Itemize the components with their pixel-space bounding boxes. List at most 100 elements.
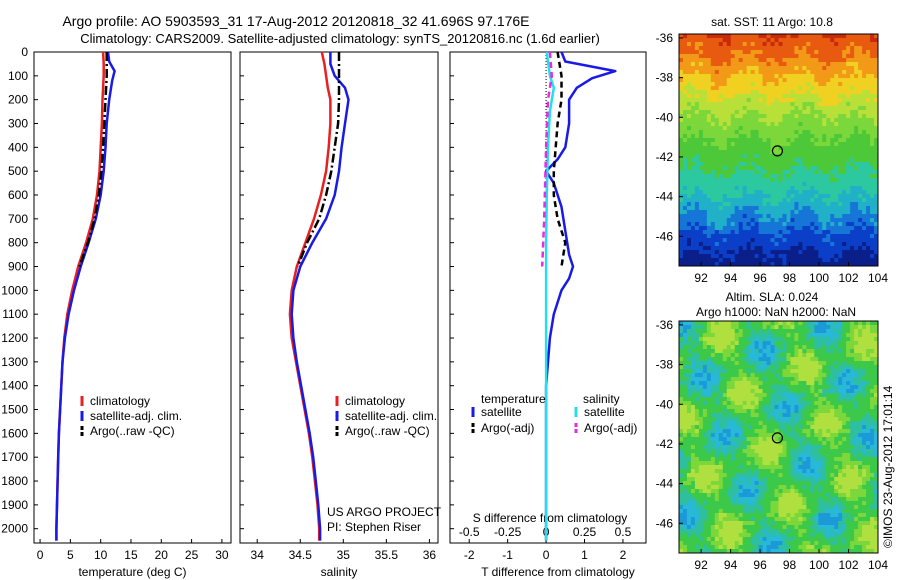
map-cell xyxy=(794,42,799,47)
map-cell xyxy=(682,122,688,127)
map-cell xyxy=(734,90,740,95)
map-cell xyxy=(710,90,716,95)
map-cell xyxy=(778,453,784,458)
map-cell xyxy=(726,110,732,115)
map-cell xyxy=(706,469,712,474)
map-cell xyxy=(710,357,716,362)
map-cell xyxy=(866,146,871,151)
map-cell xyxy=(838,333,843,338)
map-cell xyxy=(790,417,796,422)
map-cell xyxy=(834,94,839,99)
map-cell xyxy=(798,210,803,215)
map-cell xyxy=(778,349,784,354)
map-cell xyxy=(822,337,827,342)
map-cell xyxy=(746,114,752,119)
map-cell xyxy=(790,138,796,143)
map-cell xyxy=(722,357,728,362)
map-cell xyxy=(862,321,867,326)
map-cell xyxy=(726,222,732,227)
map-cell xyxy=(730,337,736,342)
map-cell xyxy=(782,329,788,334)
map-cell xyxy=(850,34,855,39)
map-cell xyxy=(738,146,744,151)
map-cell xyxy=(742,106,748,111)
map-cell xyxy=(770,154,776,159)
map-cell xyxy=(738,174,744,179)
map-cell xyxy=(758,457,764,462)
map-cell xyxy=(730,58,736,63)
map-cell xyxy=(766,206,772,211)
map-cell xyxy=(798,457,803,462)
map-cell xyxy=(830,437,835,442)
map-cell xyxy=(690,150,696,155)
map-cell xyxy=(790,345,796,350)
map-cell xyxy=(826,230,831,235)
map-cell xyxy=(746,198,752,203)
map-cell xyxy=(686,130,692,135)
map-cell xyxy=(826,218,831,223)
map-cell xyxy=(802,190,807,195)
map-cell xyxy=(734,353,740,358)
map-cell xyxy=(746,437,752,442)
map-cell xyxy=(679,353,684,358)
map-cell xyxy=(802,114,807,119)
map-cell xyxy=(874,42,878,47)
map-cell xyxy=(782,54,788,59)
map-cell xyxy=(854,393,859,398)
map-cell xyxy=(738,138,744,143)
map-cell xyxy=(854,357,859,362)
map-cell xyxy=(874,405,878,410)
map-cell xyxy=(846,138,851,143)
map-cell xyxy=(810,58,815,63)
map-cell xyxy=(810,90,815,95)
map-cell xyxy=(686,50,692,55)
map-cell xyxy=(682,230,688,235)
map-cell xyxy=(838,118,843,123)
map-cell xyxy=(858,413,863,418)
map-cell xyxy=(866,162,871,167)
map-cell xyxy=(766,158,772,163)
map-cell xyxy=(822,198,827,203)
map-cell xyxy=(758,437,764,442)
map-cell xyxy=(850,126,855,131)
map-cell xyxy=(798,122,803,127)
map-cell xyxy=(874,138,878,143)
map-cell xyxy=(850,78,855,83)
map-cell xyxy=(842,389,847,394)
map-cell xyxy=(778,325,784,330)
map-cell xyxy=(782,373,788,378)
map-cell xyxy=(710,365,716,370)
map-cell xyxy=(738,461,744,466)
map-cell xyxy=(706,242,712,247)
map-cell xyxy=(866,377,871,382)
map-cell xyxy=(858,110,863,115)
map-cell xyxy=(858,397,863,402)
map-cell xyxy=(738,437,744,442)
map-cell xyxy=(806,429,811,434)
map-cell xyxy=(818,401,823,406)
legend-entry: satellite-adj. clim. xyxy=(90,409,182,423)
map-cell xyxy=(810,118,815,123)
map-cell xyxy=(710,341,716,346)
map-cell xyxy=(758,170,764,175)
map-cell xyxy=(870,321,875,326)
map-cell xyxy=(710,405,716,410)
map-cell xyxy=(802,457,807,462)
map-cell xyxy=(862,66,867,71)
map-cell xyxy=(758,114,764,119)
map-cell xyxy=(858,437,863,442)
map-cell xyxy=(846,453,851,458)
series-line xyxy=(290,52,350,541)
map-cell xyxy=(774,369,780,374)
map-cell xyxy=(782,250,788,255)
map-cell xyxy=(790,369,796,374)
map-cell xyxy=(746,162,752,167)
map-cell xyxy=(826,242,831,247)
map-cell xyxy=(798,469,803,474)
map-cell xyxy=(750,74,756,79)
map-cell xyxy=(694,449,700,454)
map-cell xyxy=(702,433,708,438)
map-cell xyxy=(830,377,835,382)
map-cell xyxy=(778,222,784,227)
